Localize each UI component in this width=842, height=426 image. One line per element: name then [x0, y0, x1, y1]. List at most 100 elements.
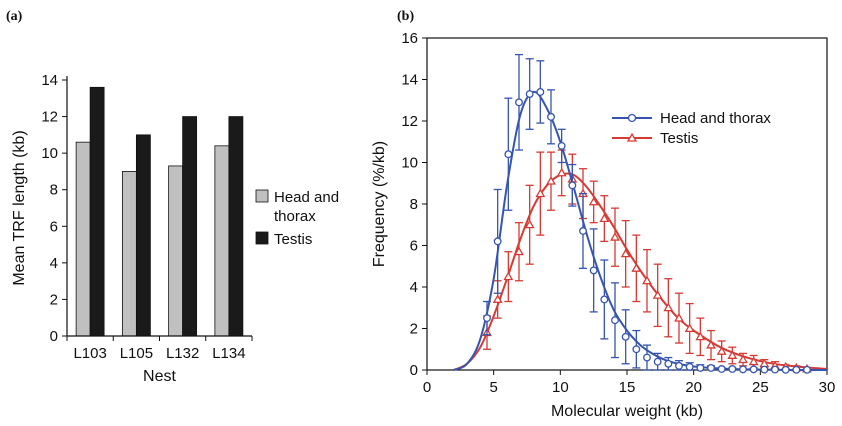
y-tick-label: 4	[50, 255, 58, 272]
data-point-head-thorax	[664, 359, 673, 368]
data-point-head-thorax	[504, 150, 513, 159]
y-tick-label: 0	[410, 362, 418, 379]
legend-swatch-testis	[255, 231, 269, 245]
data-point-head-thorax	[632, 345, 641, 354]
data-point-testis	[716, 346, 727, 355]
data-point-head-thorax	[771, 365, 779, 374]
legend-label-head-thorax: Head and thorax	[660, 110, 771, 127]
data-point-testis	[748, 356, 759, 366]
data-point-testis	[695, 331, 706, 341]
data-point-testis	[535, 188, 546, 198]
legend-label-head-thorax-line2: thorax	[274, 208, 316, 225]
data-point-head-thorax	[589, 266, 598, 275]
data-point-head-thorax	[579, 227, 587, 235]
y-tick-label: 14	[401, 72, 418, 89]
y-tick-label: 10	[41, 145, 58, 162]
data-point-head-thorax	[781, 365, 790, 374]
data-point-head-thorax	[557, 141, 566, 150]
legend-label-head-thorax-line1: Head and	[274, 189, 339, 206]
data-point-head-thorax	[525, 90, 534, 98]
y-tick-label: 6	[50, 218, 58, 235]
y-tick-label: 16	[401, 30, 418, 47]
line-chart-frequency-distribution: 0 5 10 15 20 25 30 0 2 4 6 8 10 12 14 16 Molecular weigh…	[371, 30, 835, 420]
data-point-head-thorax	[483, 314, 491, 323]
data-point-testis	[556, 167, 567, 177]
data-point-testis	[674, 313, 684, 322]
data-point-head-thorax	[696, 363, 705, 372]
data-point-testis	[738, 354, 748, 364]
data-point-testis	[652, 290, 663, 299]
x-tick-label: 30	[819, 379, 836, 396]
data-point-head-thorax	[685, 362, 694, 371]
data-point-testis	[588, 196, 599, 206]
data-point-head-thorax	[493, 237, 502, 246]
y-tick-label: 2	[410, 321, 418, 338]
data-point-head-thorax	[653, 357, 662, 366]
data-point-testis	[492, 294, 503, 303]
x-tick-label: 20	[685, 379, 702, 396]
data-point-testis	[727, 350, 738, 359]
y-tick-label: 10	[401, 155, 418, 172]
data-point-head-thorax	[600, 295, 609, 304]
x-tick-label: 0	[423, 379, 431, 396]
data-point-head-thorax	[792, 365, 801, 374]
data-point-testis	[546, 176, 556, 185]
bar-l105-testis	[135, 134, 151, 337]
data-point-head-thorax	[707, 363, 715, 372]
x-axis-title: Nest	[143, 368, 176, 385]
data-point-testis	[610, 232, 620, 241]
x-tick-label-l132: L132	[166, 345, 199, 362]
x-tick-label: 15	[619, 379, 636, 396]
legend-marker-testis	[626, 132, 638, 142]
bar-l103-testis	[89, 86, 105, 337]
data-point-testis	[514, 246, 524, 256]
data-point-testis	[642, 275, 652, 285]
bar-l134-head-thorax	[214, 145, 230, 337]
data-point-testis	[599, 213, 610, 223]
legend-marker-head-thorax	[627, 113, 637, 123]
bar-l134-testis	[228, 116, 244, 337]
y-axis-title: Mean TRF length (kb)	[11, 130, 28, 285]
data-point-head-thorax	[547, 112, 555, 121]
data-point-head-thorax	[621, 332, 630, 341]
bar-l105-head-thorax	[121, 171, 137, 337]
fit-curve-head-thorax	[453, 90, 827, 372]
data-point-head-thorax	[760, 365, 769, 374]
panel-a-label: (a)	[6, 9, 23, 24]
bar-l103-head-thorax	[75, 141, 91, 337]
data-point-testis	[706, 339, 716, 349]
data-point-head-thorax	[675, 361, 683, 370]
legend-label-testis: Testis	[274, 231, 312, 248]
data-point-head-thorax	[536, 87, 545, 96]
x-tick-label-l105: L105	[120, 345, 153, 362]
bar-l132-head-thorax	[168, 165, 184, 337]
data-point-head-thorax	[749, 365, 758, 374]
y-tick-label: 8	[410, 196, 418, 213]
data-point-head-thorax	[643, 353, 651, 362]
data-point-head-thorax	[717, 365, 726, 373]
data-point-head-thorax	[568, 181, 577, 190]
y-tick-label: 4	[410, 279, 418, 296]
data-point-testis	[663, 302, 674, 312]
y-tick-label: 6	[410, 238, 418, 255]
data-point-head-thorax	[803, 365, 811, 374]
x-tick-label: 5	[489, 379, 497, 396]
x-tick-label: 10	[552, 379, 569, 396]
legend-swatch-head-thorax	[255, 189, 269, 203]
y-tick-label: 8	[50, 182, 58, 199]
y-tick-label: 12	[401, 113, 418, 130]
bar-l132-testis	[182, 116, 198, 337]
data-point-testis	[524, 219, 535, 229]
y-tick-label: 0	[50, 328, 58, 345]
data-point-testis	[620, 248, 631, 258]
data-point-head-thorax	[515, 98, 523, 107]
data-point-testis	[684, 323, 695, 333]
data-point-head-thorax	[728, 365, 737, 373]
data-point-head-thorax	[611, 316, 619, 325]
y-axis-title: Frequency (%/kb)	[371, 141, 388, 267]
data-point-head-thorax	[739, 365, 747, 374]
y-tick-label: 12	[41, 109, 58, 126]
legend-label-testis: Testis	[660, 130, 698, 147]
y-tick-label: 2	[50, 291, 58, 308]
